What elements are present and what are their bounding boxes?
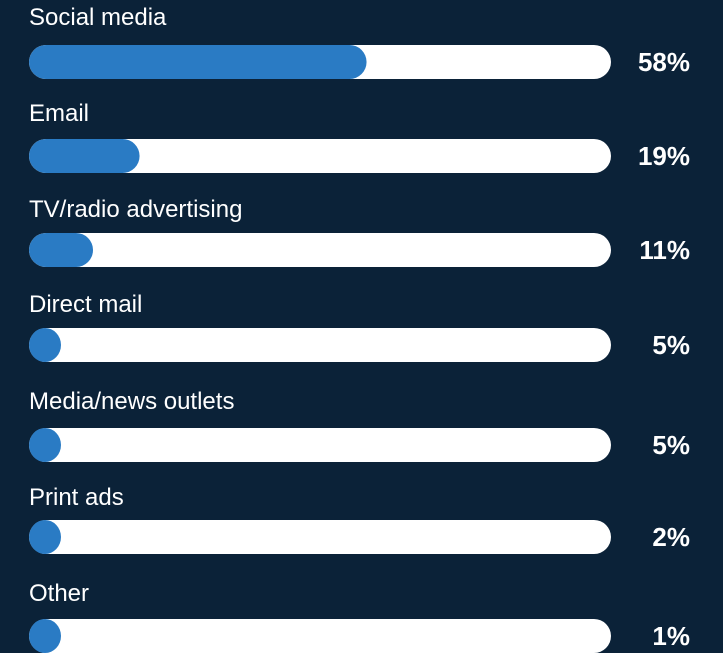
value-label: 58% — [638, 47, 690, 77]
bar-fill — [29, 428, 61, 462]
bar-row: Email 19% — [29, 100, 690, 173]
bar-fill — [29, 45, 367, 79]
category-label: Print ads — [29, 484, 124, 511]
category-label: Email — [29, 100, 89, 127]
value-label: 19% — [638, 141, 690, 171]
bar-fill — [29, 139, 140, 173]
value-label: 2% — [652, 522, 690, 552]
value-label: 5% — [652, 330, 690, 360]
value-label: 11% — [639, 235, 690, 265]
value-label: 5% — [652, 430, 690, 460]
bar-track — [29, 233, 611, 267]
bar-track — [29, 619, 611, 653]
bar-row: Social media 58% — [29, 4, 690, 79]
bar-row: TV/radio advertising 11% — [29, 196, 690, 267]
bar-fill — [29, 233, 94, 267]
value-label: 1% — [652, 621, 690, 651]
bar-track — [29, 428, 611, 462]
bar-fill — [29, 328, 61, 362]
bar-row: Print ads 2% — [29, 484, 690, 554]
bar-track — [29, 328, 611, 362]
bar-fill — [29, 619, 61, 653]
bar-fill — [29, 520, 61, 554]
category-label: Other — [29, 580, 89, 607]
bar-row: Other 1% — [29, 580, 690, 653]
bar-track — [29, 520, 611, 554]
category-label: Direct mail — [29, 291, 142, 318]
category-label: TV/radio advertising — [29, 196, 242, 223]
bar-row: Direct mail 5% — [29, 291, 690, 362]
bar-row: Media/news outlets 5% — [29, 388, 690, 462]
bar-track — [29, 139, 611, 173]
category-label: Social media — [29, 4, 167, 31]
category-label: Media/news outlets — [29, 388, 234, 415]
